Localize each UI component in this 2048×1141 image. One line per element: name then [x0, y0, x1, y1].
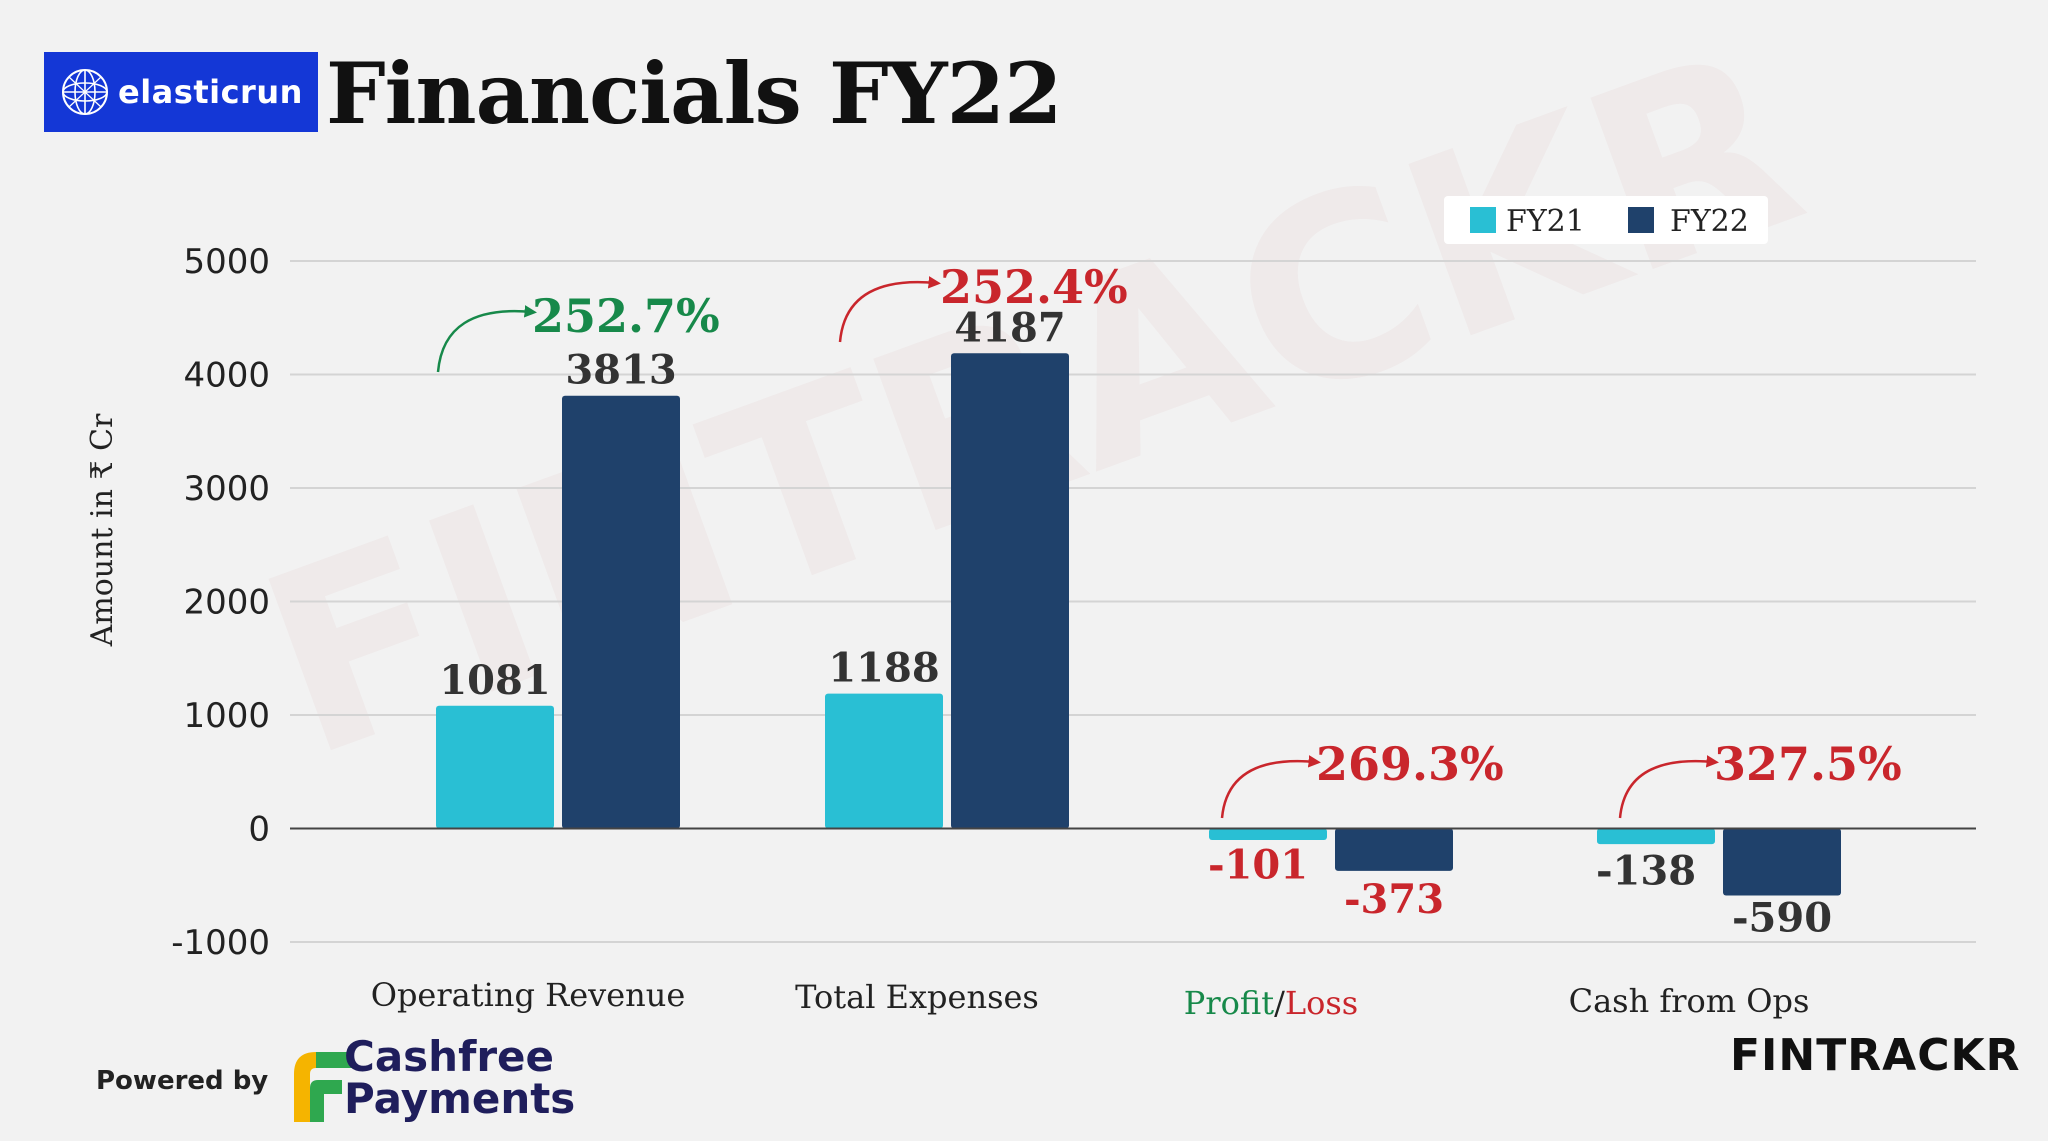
globe-icon [62, 69, 108, 115]
y-tick-label: 2000 [183, 583, 270, 623]
cashfree-line1: Cashfree [344, 1032, 555, 1081]
data-label-fy21-0: 1081 [439, 657, 550, 704]
data-label-fy21-1: 1188 [828, 645, 939, 692]
legend-label-fy22: FY22 [1670, 204, 1749, 239]
cashfree-logo-icon [294, 1052, 352, 1122]
y-tick-label: 5000 [183, 242, 270, 282]
growth-annotations: 252.7% 252.4% 269.3% 327.5% [436, 260, 1902, 819]
growth-percent-2: 269.3% [1316, 737, 1504, 791]
legend-label-fy21: FY21 [1506, 204, 1585, 239]
bar-fy21-1 [825, 693, 943, 829]
bar-fy22-2 [1335, 828, 1453, 871]
category-part-slash: / [1274, 984, 1285, 1022]
y-tick-label: -1000 [171, 923, 270, 963]
bar-fy21-2 [1209, 828, 1327, 840]
data-label-fy22-3: -590 [1732, 894, 1832, 941]
legend-swatch-fy22 [1628, 207, 1654, 233]
category-label-2: Profit/Loss [1184, 984, 1358, 1022]
cashfree-wordmark: Cashfree Payments [344, 1036, 575, 1120]
legend: FY21 FY22 [1444, 196, 1768, 244]
cashfree-line2: Payments [344, 1074, 576, 1123]
legend-swatch-fy21 [1470, 207, 1496, 233]
bar-fy21-3 [1597, 828, 1715, 845]
growth-arrow-1 [838, 276, 941, 343]
category-label-1: Total Expenses [795, 978, 1039, 1016]
data-label-fy21-3: -138 [1596, 848, 1696, 895]
bar-fy21-0 [436, 705, 554, 829]
growth-arrow-0 [436, 305, 537, 373]
y-tick-label: 0 [248, 810, 270, 850]
growth-percent-1: 252.4% [940, 260, 1128, 314]
page-title: Financials FY22 [326, 44, 1063, 143]
x-axis-categories: Operating Revenue Total Expenses Profit/Lo… [371, 976, 1810, 1022]
category-label-0: Operating Revenue [371, 976, 686, 1014]
growth-arrow-3 [1618, 755, 1719, 819]
data-label-fy21-2: -101 [1208, 842, 1308, 889]
y-tick-label: 1000 [183, 696, 270, 736]
powered-by-label: Powered by [96, 1066, 269, 1096]
brand-name: elasticrun [118, 73, 303, 111]
bar-fy22-1 [951, 353, 1069, 829]
data-label-fy22-0: 3813 [565, 347, 676, 394]
fintrackr-logo: FINTRACKR [1730, 1030, 2021, 1081]
y-axis-label: Amount in ₹ Cr [85, 413, 120, 647]
bars [436, 353, 1841, 896]
bar-fy22-3 [1723, 828, 1841, 896]
data-labels: 1081 1188 -101 -138 3813 4187 -373 -590 [439, 304, 1832, 941]
growth-percent-0: 252.7% [532, 289, 720, 343]
data-label-fy22-1: 4187 [954, 304, 1065, 351]
growth-percent-3: 327.5% [1714, 737, 1902, 791]
bar-fy22-0 [562, 395, 680, 829]
legend-background [1444, 196, 1768, 244]
y-tick-label: 4000 [183, 356, 270, 396]
category-label-3: Cash from Ops [1569, 982, 1810, 1020]
y-axis-ticks: 5000 4000 3000 2000 1000 0 -1000 [171, 242, 270, 963]
growth-arrow-2 [1220, 755, 1321, 819]
category-part-profit: Profit [1184, 984, 1274, 1022]
category-part-loss: Loss [1285, 984, 1358, 1022]
y-tick-label: 3000 [183, 469, 270, 509]
data-label-fy22-2: -373 [1344, 876, 1444, 923]
brand-logo: elasticrun [44, 52, 318, 132]
